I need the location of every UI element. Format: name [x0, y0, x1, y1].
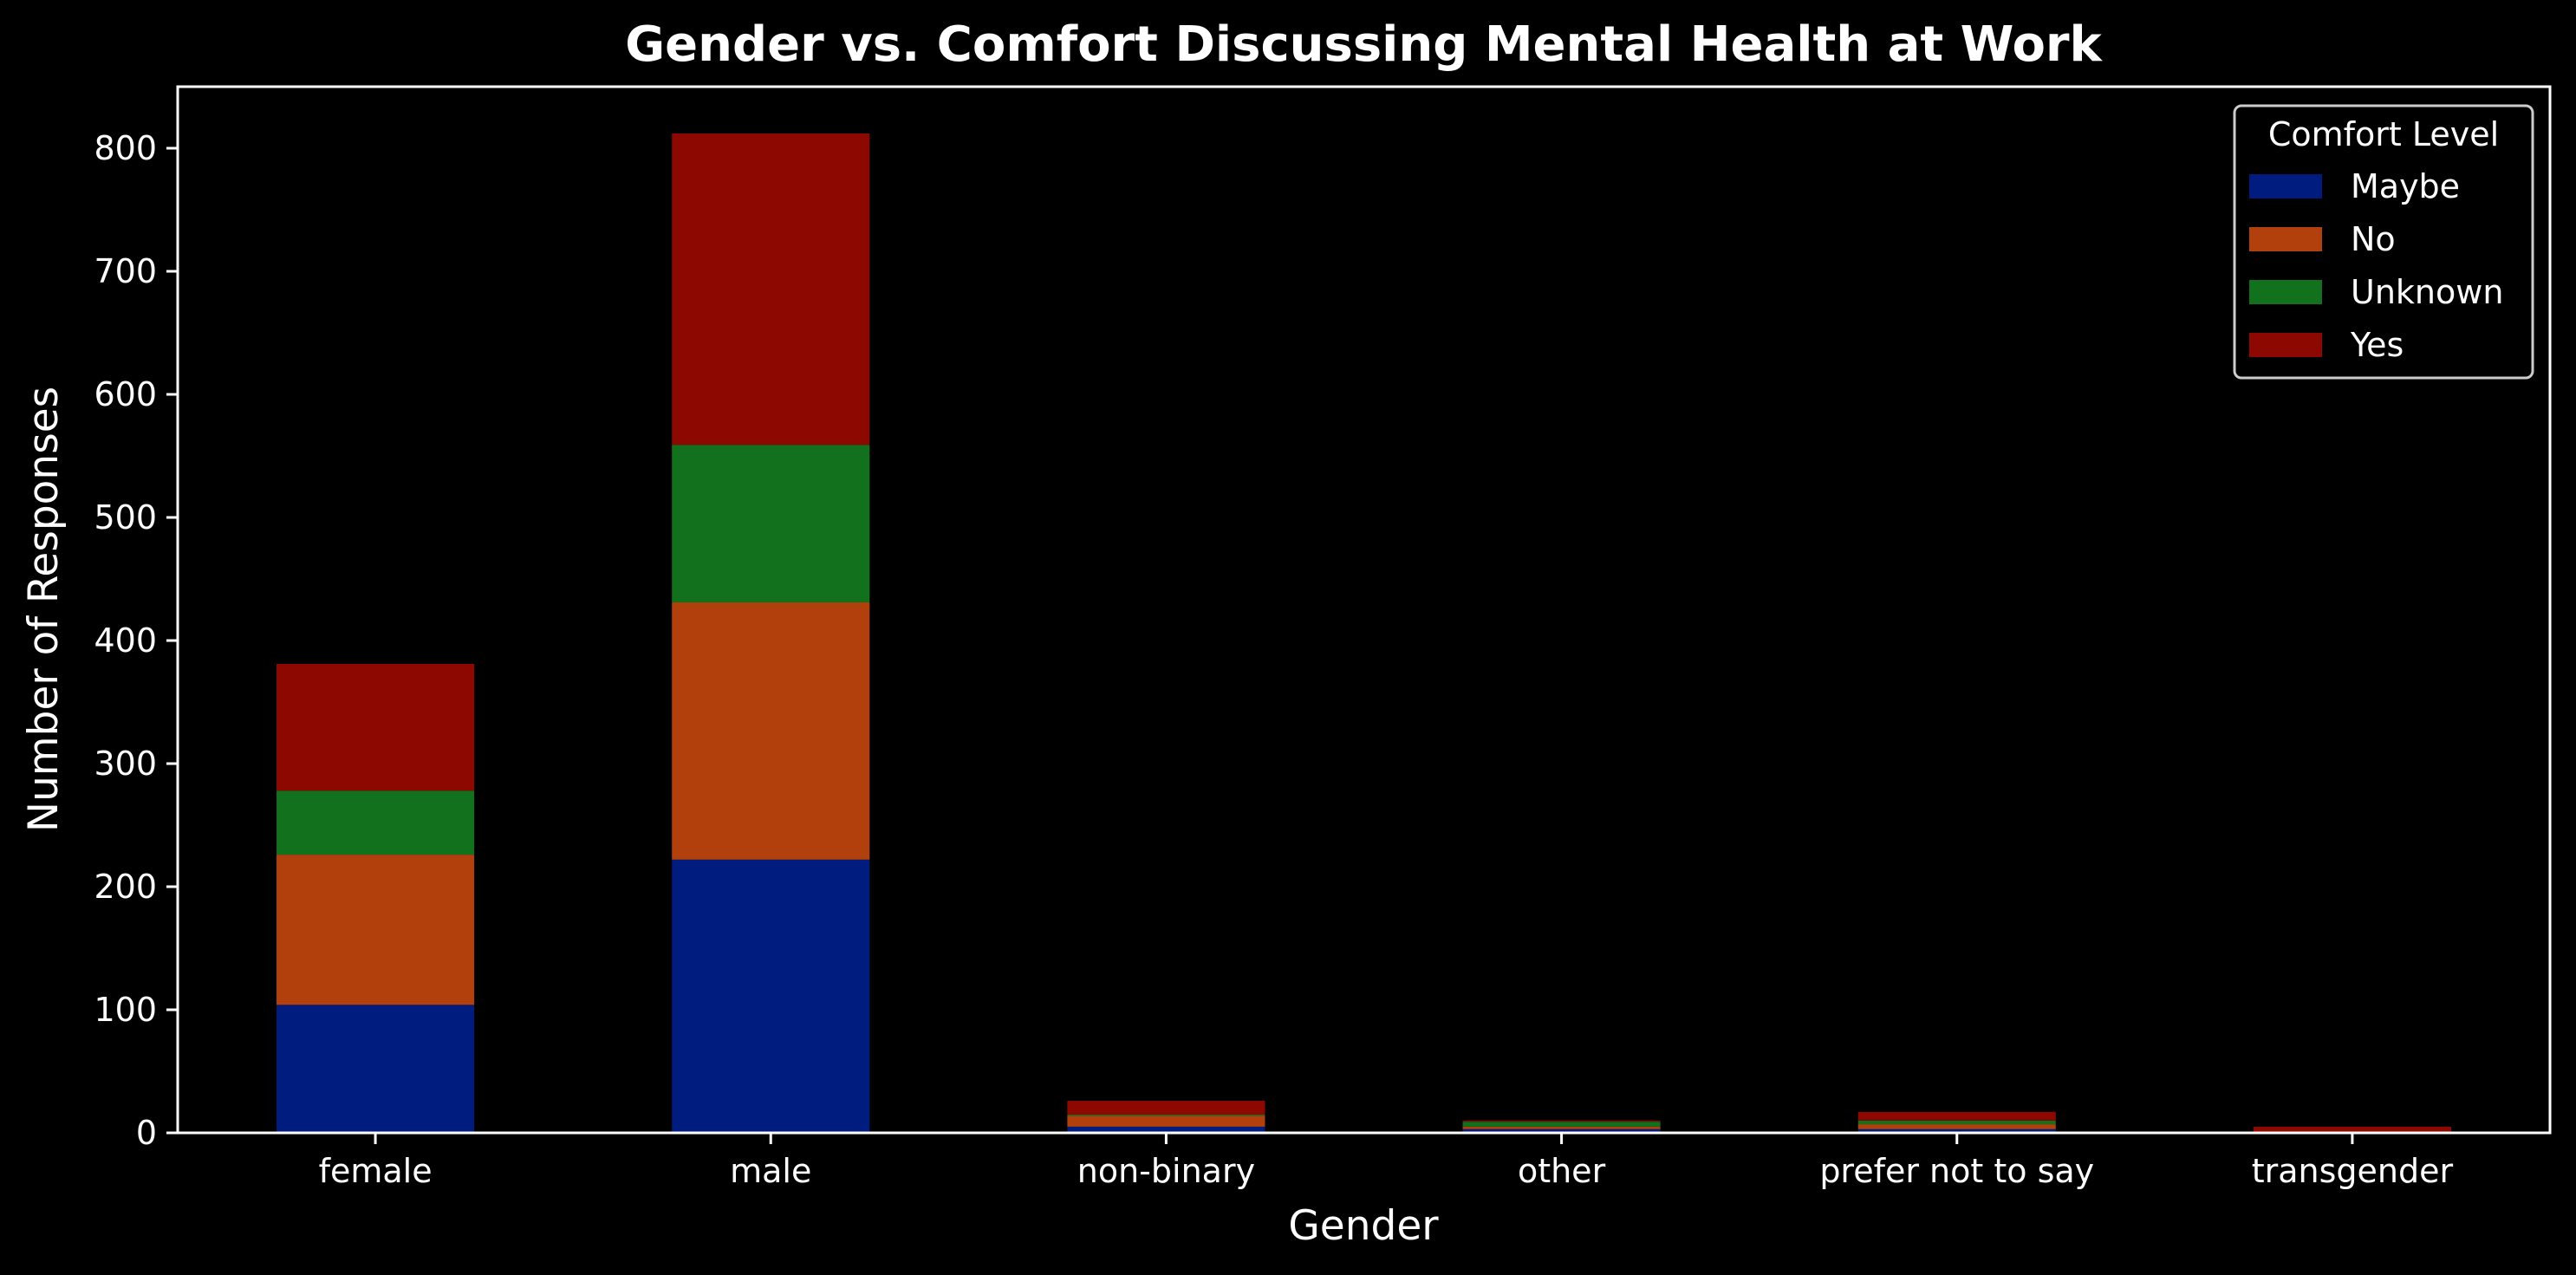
- bar-female-yes: [276, 663, 475, 791]
- legend-label-maybe: Maybe: [2351, 167, 2460, 205]
- bar-other-maybe: [1462, 1129, 1661, 1133]
- legend-label-yes: Yes: [2350, 326, 2404, 364]
- y-tick-label: 700: [94, 252, 157, 290]
- bar-prefer-not-to-say-yes: [1857, 1111, 2056, 1121]
- legend-swatch-no: [2249, 227, 2322, 251]
- bar-male-yes: [672, 133, 870, 446]
- x-tick-label: other: [1518, 1152, 1606, 1190]
- y-tick-label: 0: [136, 1114, 157, 1152]
- bar-female-unknown: [276, 790, 475, 855]
- legend-box: [2233, 104, 2534, 380]
- bar-female-maybe: [276, 1005, 475, 1133]
- y-tick-label: 100: [94, 991, 157, 1029]
- legend-label-unknown: Unknown: [2351, 273, 2503, 311]
- bar-male-unknown: [672, 445, 870, 602]
- legend-items: Maybe No Unknown Yes: [2249, 167, 2503, 364]
- y-tick-label: 800: [94, 129, 157, 167]
- y-tick-label: 500: [94, 498, 157, 537]
- x-axis-label: Gender: [1288, 1202, 1439, 1250]
- bar-non-binary-unknown: [1067, 1114, 1265, 1116]
- x-tick-label: non-binary: [1077, 1152, 1255, 1190]
- bar-other-unknown: [1462, 1122, 1661, 1127]
- bar-prefer-not-to-say-maybe: [1857, 1129, 2056, 1133]
- y-tick-label: 400: [94, 621, 157, 660]
- y-tick-label: 200: [94, 868, 157, 906]
- legend-swatch-yes: [2249, 333, 2322, 357]
- bar-non-binary-yes: [1067, 1101, 1265, 1115]
- y-axis-ticks: 0 100 200 300 400 500 600 700 800: [94, 129, 178, 1152]
- y-axis-label: Number of Responses: [20, 387, 68, 832]
- bar-female-no: [276, 855, 475, 1005]
- legend-swatch-maybe: [2249, 174, 2322, 198]
- chart-title: Gender vs. Comfort Discussing Mental Hea…: [625, 16, 2103, 73]
- legend: Comfort Level Maybe No Unknown Yes: [2233, 104, 2534, 380]
- bar-other-no: [1462, 1126, 1661, 1129]
- plot-frame: [176, 85, 2552, 1135]
- x-tick-label: transgender: [2252, 1152, 2454, 1190]
- bar-transgender-yes: [2253, 1126, 2451, 1133]
- x-tick-label: male: [730, 1152, 811, 1190]
- x-tick-label: female: [319, 1152, 433, 1190]
- bar-prefer-not-to-say-no: [1857, 1124, 2056, 1129]
- bar-non-binary-maybe: [1067, 1126, 1265, 1133]
- y-tick-label: 600: [94, 375, 157, 413]
- legend-swatch-unknown: [2249, 280, 2322, 304]
- x-axis-ticks: female male non-binary other prefer not to s…: [319, 1133, 2454, 1190]
- legend-title: Comfort Level: [2268, 115, 2499, 153]
- bar-other-yes: [1462, 1120, 1661, 1122]
- bars-group: [276, 133, 2451, 1133]
- y-tick-label: 300: [94, 745, 157, 783]
- bar-non-binary-no: [1067, 1116, 1265, 1127]
- x-tick-label: prefer not to say: [1819, 1152, 2094, 1190]
- bar-male-no: [672, 602, 870, 860]
- bar-prefer-not-to-say-unknown: [1857, 1120, 2056, 1125]
- bar-male-maybe: [672, 859, 870, 1133]
- legend-label-no: No: [2351, 220, 2396, 258]
